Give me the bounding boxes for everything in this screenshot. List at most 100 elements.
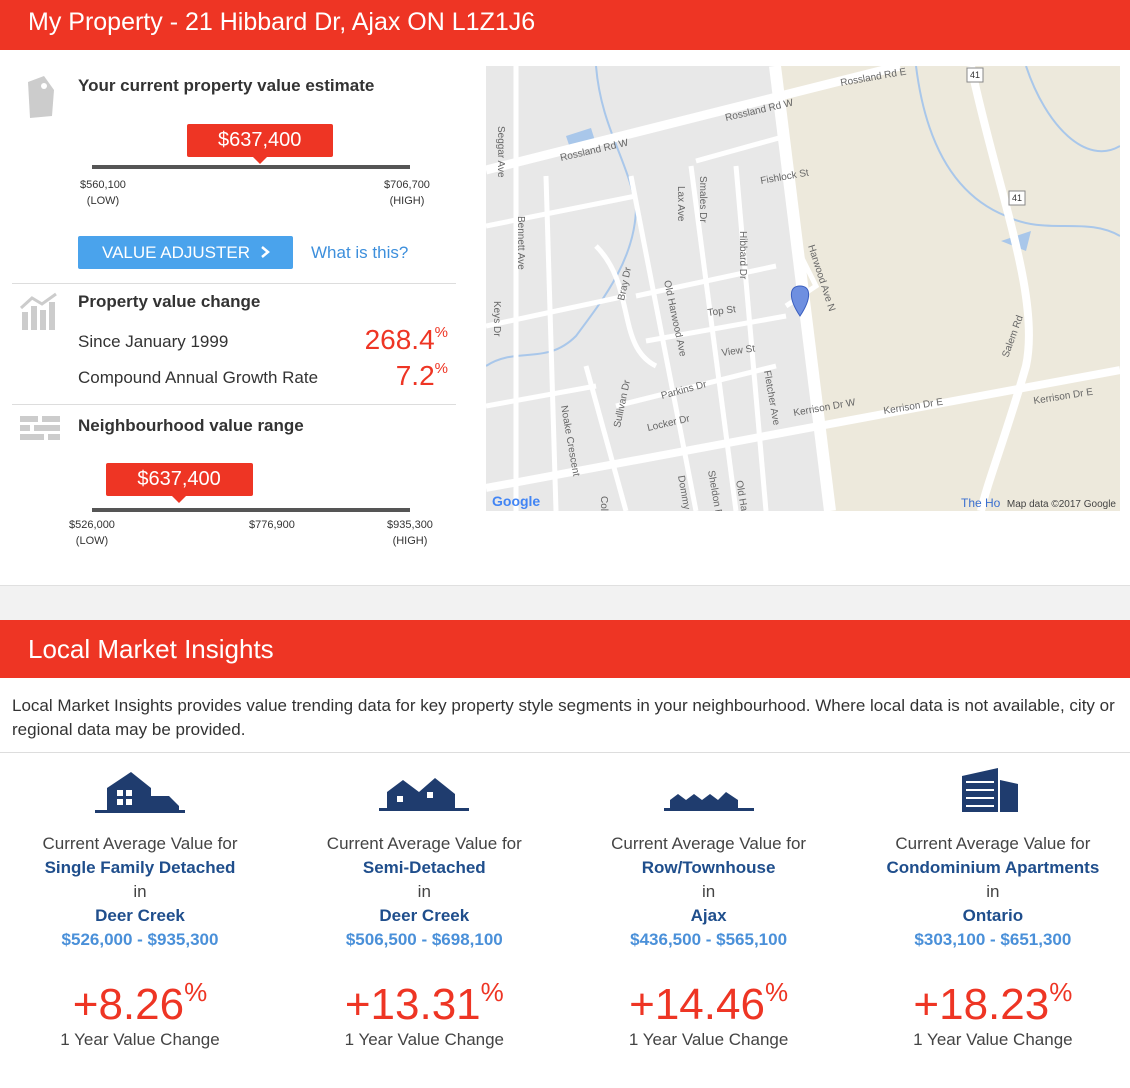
divider: [12, 404, 456, 405]
map-logo: Google: [492, 493, 540, 509]
tick-note: (HIGH): [392, 535, 428, 547]
header-bar: My Property - 21 Hibbard Dr, Ajax ON L1Z…: [0, 0, 1130, 50]
card-range: $303,100 - $651,300: [914, 930, 1072, 949]
change-unit: %: [434, 360, 448, 377]
street-label: View St: [721, 343, 756, 359]
value-adjuster-button[interactable]: VALUE ADJUSTER: [78, 236, 293, 269]
card-type: Condominium Apartments: [886, 858, 1100, 877]
insights-description: Local Market Insights provides value tre…: [12, 696, 1115, 739]
insight-card: Current Average Value for Row/Townhouse in…: [569, 766, 849, 1052]
change-number: +8.26: [72, 980, 185, 1029]
card-range: $506,500 - $698,100: [345, 930, 503, 949]
card-change: +13.31%: [284, 956, 564, 1029]
estimate-high: $706,700 (HIGH): [374, 177, 440, 209]
insight-card: Current Average Value for Single Family D…: [0, 766, 280, 1052]
range-tick: $935,300 (HIGH): [377, 517, 443, 549]
insights-title: Local Market Insights: [28, 634, 274, 664]
estimate-track: [92, 165, 410, 169]
change-label: Compound Annual Growth Rate: [78, 368, 319, 387]
card-connector: in: [701, 882, 716, 901]
street-label: Smales Dr: [697, 176, 708, 223]
card-caption: 1 Year Value Change: [628, 1030, 789, 1049]
card-caption: 1 Year Value Change: [913, 1030, 1073, 1049]
change-value: 268.4%: [365, 324, 448, 356]
street-label: Hibbard Dr: [737, 231, 748, 280]
chevron: [260, 246, 270, 258]
what-is-this-link[interactable]: What is this?: [311, 243, 409, 262]
property-icon: [961, 768, 1018, 812]
change-unit: %: [184, 977, 208, 1007]
change-unit: %: [480, 977, 504, 1007]
card-connector: in: [133, 882, 147, 901]
card-connector: in: [986, 882, 1000, 901]
change-unit: %: [434, 324, 448, 341]
card-type: Row/Townhouse: [641, 858, 776, 877]
neighbourhood-track: [92, 508, 410, 512]
tick-label: $935,300: [387, 519, 433, 531]
change-unit: %: [764, 977, 789, 1007]
insights-bar: Local Market Insights: [0, 620, 1130, 678]
route-number: 41: [970, 70, 980, 80]
route-shield: [1008, 190, 1026, 206]
street-label: Keys Dr: [491, 301, 502, 337]
street-label: Coles: [598, 496, 609, 511]
change-number: 268.4: [364, 324, 435, 355]
card-prefix: Current Average Value for: [42, 834, 238, 853]
high-note: (HIGH): [389, 195, 425, 207]
card-type: Semi-Detached: [362, 858, 486, 877]
card-range: $526,000 - $935,300: [61, 930, 219, 949]
card-change: +18.23%: [853, 956, 1130, 1029]
card-caption: 1 Year Value Change: [60, 1030, 220, 1049]
insight-card: Current Average Value for Condominium Apa…: [853, 766, 1130, 1052]
street-label: Lax Ave: [675, 186, 686, 222]
change-label: Since January 1999: [78, 332, 229, 351]
estimate-low: $560,100 (LOW): [70, 177, 136, 209]
card-type: Single Family Detached: [44, 858, 236, 877]
card-prefix: Current Average Value for: [895, 834, 1091, 853]
change-number: +14.46: [629, 980, 765, 1029]
street-label: Bennett Ave: [515, 216, 526, 270]
range-icon: [20, 416, 60, 440]
change-heading: Property value change: [78, 292, 261, 311]
chart-icon: [19, 292, 57, 330]
change-unit: %: [1049, 977, 1073, 1007]
neighbourhood-marker: $637,400: [105, 463, 253, 503]
neighbourhood-heading: Neighbourhood value range: [78, 416, 304, 435]
range-tick: $526,000 (LOW): [59, 517, 125, 549]
card-range: $436,500 - $565,100: [630, 930, 788, 949]
route-shield: [966, 67, 984, 83]
tag-icon: [28, 76, 54, 118]
card-location: Deer Creek: [95, 906, 185, 925]
tick-label: $526,000: [69, 519, 115, 531]
street-label: Top St: [707, 304, 737, 319]
tick-label: $776,900: [248, 519, 295, 531]
place-label: The Ho: [961, 496, 1001, 510]
separator-band: [0, 585, 1130, 621]
card-change: +14.46%: [569, 956, 849, 1029]
property-icon: [379, 778, 470, 811]
change-value: 7.2%: [396, 360, 448, 392]
card-location: Ontario: [962, 906, 1024, 925]
map-pin[interactable]: [790, 285, 810, 317]
high-label: $706,700: [384, 179, 430, 191]
low-note: (LOW): [86, 195, 120, 207]
change-number: +13.31: [344, 980, 481, 1029]
insight-card: Current Average Value for Semi-Detached in…: [284, 766, 564, 1052]
map-attribution: Map data ©2017 Google: [1007, 499, 1117, 510]
change-number: +18.23: [913, 980, 1050, 1029]
route-number: 41: [1012, 193, 1022, 203]
divider: [0, 752, 1130, 753]
estimate-heading: Your current property value estimate: [78, 76, 375, 95]
tick-note: (LOW): [75, 535, 109, 547]
header-title: My Property - 21 Hibbard Dr, Ajax ON L1Z…: [28, 8, 536, 36]
change-number: 7.2: [395, 360, 435, 391]
card-caption: 1 Year Value Change: [344, 1030, 505, 1049]
divider: [12, 283, 456, 284]
street-label: Seggar Ave: [495, 126, 506, 178]
low-label: $560,100: [80, 179, 126, 191]
range-tick: $776,900: [239, 517, 305, 533]
property-icon: [663, 792, 754, 811]
card-prefix: Current Average Value for: [326, 834, 522, 853]
